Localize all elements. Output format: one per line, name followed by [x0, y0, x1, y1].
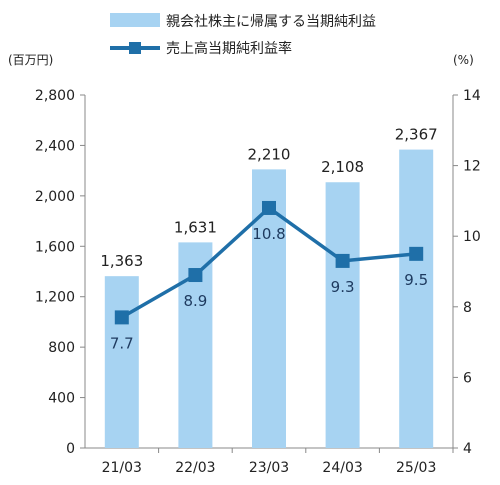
legend-swatch-bar — [110, 13, 160, 27]
left-axis-tick-label: 2,000 — [35, 189, 75, 205]
right-axis-unit: (%) — [453, 53, 474, 67]
x-axis-tick-label: 23/03 — [249, 460, 289, 476]
right-axis-tick-label: 8 — [463, 300, 472, 316]
bar-value-label: 2,367 — [395, 126, 438, 144]
line-value-label: 10.8 — [252, 225, 285, 243]
bar — [399, 149, 434, 448]
line-marker — [335, 253, 350, 268]
x-axis-tick-label: 21/03 — [102, 460, 142, 476]
right-axis-tick-label: 6 — [463, 370, 472, 386]
right-axis-tick-label: 14 — [463, 88, 481, 104]
line-value-label: 7.7 — [110, 334, 134, 352]
legend-label-bar: 親会社株主に帰属する当期純利益 — [166, 13, 376, 30]
line-marker — [262, 200, 276, 215]
bar — [104, 276, 139, 448]
left-axis-unit: (百万円) — [8, 53, 53, 67]
line-value-label: 9.5 — [404, 271, 428, 289]
legend-swatch-marker — [129, 42, 141, 54]
bar — [325, 182, 360, 448]
line-value-label: 8.9 — [183, 292, 207, 310]
line-marker — [409, 246, 424, 261]
x-axis-tick-label: 25/03 — [396, 460, 436, 476]
left-axis-tick-label: 800 — [48, 340, 75, 356]
plot-area: 0 400 800 1,200 1,600 2,000 2,400 2,800 4 6 8 10 12 1… — [35, 88, 481, 476]
bar-value-label: 1,631 — [174, 218, 217, 236]
left-axis-tick-label: 400 — [48, 391, 75, 407]
bar-value-label: 1,363 — [100, 252, 143, 270]
bar-value-label: 2,108 — [321, 158, 364, 176]
right-axis-tick-label: 4 — [463, 441, 472, 457]
left-axis-tick-label: 1,200 — [35, 290, 75, 306]
bar-value-label: 2,210 — [248, 145, 291, 163]
x-axis-tick-label: 24/03 — [322, 460, 362, 476]
x-axis-tick-label: 22/03 — [175, 460, 215, 476]
line-value-label: 9.3 — [331, 278, 355, 296]
left-axis-tick-label: 1,600 — [35, 239, 75, 255]
right-axis-tick-label: 10 — [463, 229, 481, 245]
legend: 親会社株主に帰属する当期純利益 売上高当期純利益率 — [110, 13, 376, 57]
line-marker — [188, 268, 203, 283]
left-axis-tick-label: 2,400 — [35, 138, 75, 154]
right-axis-tick-label: 12 — [463, 159, 481, 175]
left-axis-tick-label: 0 — [66, 441, 75, 457]
legend-label-line: 売上高当期純利益率 — [166, 40, 292, 57]
line-marker — [114, 310, 129, 325]
left-axis-tick-label: 2,800 — [35, 88, 75, 104]
